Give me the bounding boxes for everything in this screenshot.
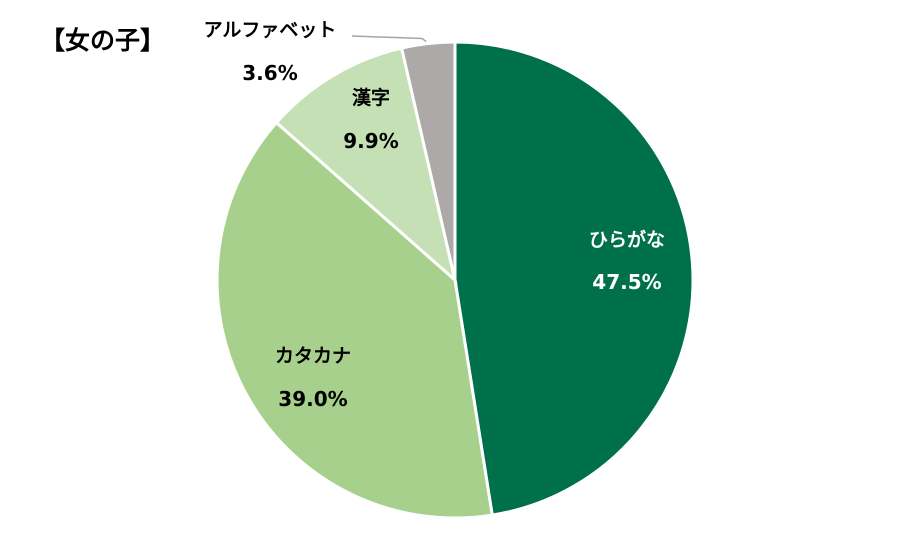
slice-label-3: 漢字 [352, 86, 390, 109]
leader-line [351, 35, 427, 43]
slice-label-2: カタカナ [275, 345, 351, 367]
pie-slices [215, 40, 695, 520]
slice-label-1: ひらがな [589, 228, 665, 251]
chart-title: 【女の子】 [40, 26, 165, 55]
pie-slice-1 [453, 40, 695, 517]
pie-slice-2 [215, 120, 494, 520]
slice-value-1: 47.5% [592, 270, 661, 294]
slice-value-4: 3.6% [242, 61, 297, 85]
slice-value-3: 9.9% [343, 129, 398, 153]
leader-lines [351, 35, 427, 43]
pie-slice-4 [399, 40, 457, 281]
slice-label-4: アルファベット [204, 19, 337, 41]
slice-value-2: 39.0% [278, 387, 347, 411]
slice-labels: ひらがな 47.5% カタカナ 39.0% 漢字 9.9% アルファベット 3.6% [204, 19, 665, 411]
pie-slice-3 [274, 46, 458, 285]
